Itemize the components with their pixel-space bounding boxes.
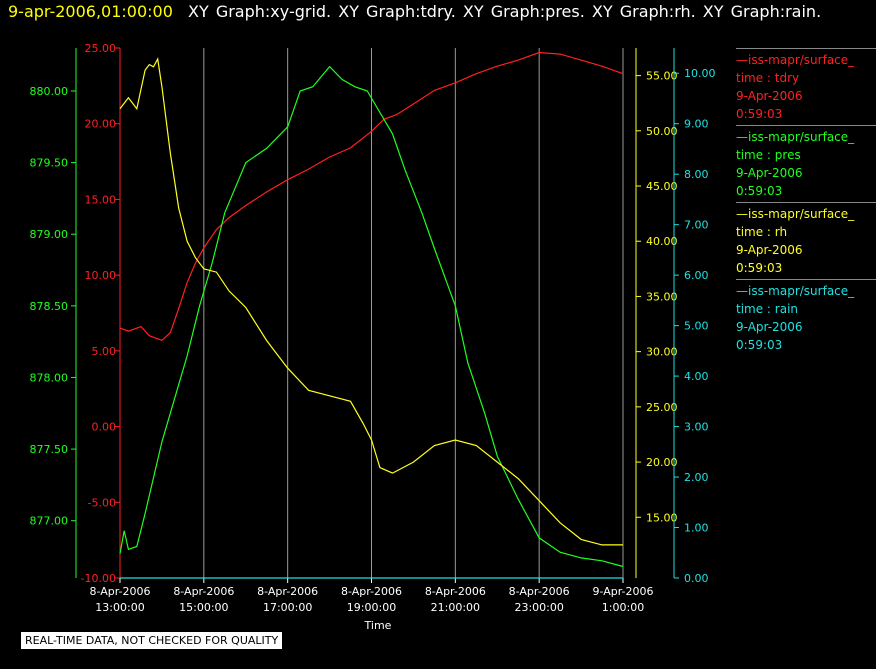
y-tick-label-rain: 7.00 <box>684 219 709 232</box>
y-tick-label-pres: 880.00 <box>30 85 69 98</box>
legend-date: 9-Apr-2006 <box>736 89 803 103</box>
y-tick-label-pres: 879.00 <box>30 228 69 241</box>
y-tick-label-rh: 20.00 <box>646 456 678 469</box>
timestamp-label: 9-apr-2006,01:00:00 <box>8 2 173 21</box>
x-tick-label-time: 17:00:00 <box>263 601 312 614</box>
legend: —iss-mapr/surface_ time : tdry 9-Apr-200… <box>736 48 876 356</box>
graph-titles: XY Graph:xy-grid. XY Graph:tdry. XY Grap… <box>188 2 822 21</box>
y-tick-label-tdry: 25.00 <box>85 42 117 55</box>
quality-disclaimer: REAL-TIME DATA, NOT CHECKED FOR QUALITY <box>20 631 284 650</box>
y-tick-label-rh: 25.00 <box>646 401 678 414</box>
y-tick-label-tdry: 20.00 <box>85 118 117 131</box>
legend-entry-rain[interactable]: —iss-mapr/surface_ time : rain 9-Apr-200… <box>736 279 876 354</box>
legend-variable: time : tdry <box>736 71 800 85</box>
y-tick-label-tdry: -10.00 <box>81 572 116 585</box>
y-tick-label-rain: 6.00 <box>684 269 709 282</box>
legend-time: 0:59:03 <box>736 107 783 121</box>
window-title: 9-apr-2006,01:00:00 XY Graph:xy-grid. XY… <box>8 2 821 21</box>
legend-series-name: —iss-mapr/surface_ <box>736 53 855 67</box>
series-line-tdry <box>119 51 624 341</box>
y-tick-label-rain: 9.00 <box>684 118 709 131</box>
y-tick-label-rain: 1.00 <box>684 522 709 535</box>
x-tick-label-date: 8-Apr-2006 <box>257 585 318 598</box>
y-tick-label-rh: 50.00 <box>646 125 678 138</box>
y-tick-label-pres: 878.00 <box>30 371 69 384</box>
legend-date: 9-Apr-2006 <box>736 166 803 180</box>
y-tick-label-tdry: -5.00 <box>88 496 116 509</box>
x-tick-label-time: 13:00:00 <box>95 601 144 614</box>
x-tick-label-date: 8-Apr-2006 <box>173 585 234 598</box>
legend-time: 0:59:03 <box>736 338 783 352</box>
y-tick-label-pres: 879.50 <box>30 157 69 170</box>
y-tick-label-rain: 10.00 <box>684 67 716 80</box>
x-tick-label-date: 8-Apr-2006 <box>341 585 402 598</box>
x-axis-label: Time <box>364 619 392 632</box>
legend-time: 0:59:03 <box>736 184 783 198</box>
y-tick-label-tdry: 10.00 <box>85 269 117 282</box>
y-tick-label-rain: 5.00 <box>684 320 709 333</box>
legend-variable: time : pres <box>736 148 801 162</box>
legend-entry-pres[interactable]: —iss-mapr/surface_ time : pres 9-Apr-200… <box>736 125 876 200</box>
legend-series-name: —iss-mapr/surface_ <box>736 130 855 144</box>
x-tick-label-date: 8-Apr-2006 <box>425 585 486 598</box>
y-tick-label-rh: 30.00 <box>646 346 678 359</box>
y-tick-label-tdry: 15.00 <box>85 193 117 206</box>
legend-entry-rh[interactable]: —iss-mapr/surface_ time : rh 9-Apr-2006 … <box>736 202 876 277</box>
x-tick-label-time: 19:00:00 <box>347 601 396 614</box>
y-tick-label-rh: 55.00 <box>646 70 678 83</box>
y-tick-label-tdry: 5.00 <box>92 345 117 358</box>
x-tick-label-time: 23:00:00 <box>514 601 563 614</box>
y-tick-label-tdry: 0.00 <box>92 421 117 434</box>
y-tick-label-rain: 4.00 <box>684 370 709 383</box>
y-tick-label-rain: 2.00 <box>684 471 709 484</box>
y-tick-label-rh: 35.00 <box>646 290 678 303</box>
x-tick-label-date: 8-Apr-2006 <box>509 585 570 598</box>
x-tick-label-time: 1:00:00 <box>602 601 644 614</box>
y-tick-label-rain: 3.00 <box>684 421 709 434</box>
x-tick-label-time: 21:00:00 <box>431 601 480 614</box>
legend-date: 9-Apr-2006 <box>736 320 803 334</box>
legend-time: 0:59:03 <box>736 261 783 275</box>
legend-variable: time : rain <box>736 302 799 316</box>
legend-variable: time : rh <box>736 225 788 239</box>
legend-series-name: —iss-mapr/surface_ <box>736 207 855 221</box>
y-tick-label-pres: 878.50 <box>30 300 69 313</box>
y-tick-label-pres: 877.50 <box>30 443 69 456</box>
x-tick-label-date: 9-Apr-2006 <box>592 585 653 598</box>
legend-date: 9-Apr-2006 <box>736 243 803 257</box>
y-tick-label-rh: 45.00 <box>646 180 678 193</box>
x-tick-label-date: 8-Apr-2006 <box>89 585 150 598</box>
series-line-rh <box>119 57 623 546</box>
legend-series-name: —iss-mapr/surface_ <box>736 284 855 298</box>
legend-entry-tdry[interactable]: —iss-mapr/surface_ time : tdry 9-Apr-200… <box>736 48 876 123</box>
series-line-pres <box>119 65 624 568</box>
x-tick-label-time: 15:00:00 <box>179 601 228 614</box>
y-tick-label-rh: 40.00 <box>646 235 678 248</box>
y-tick-label-rain: 0.00 <box>684 572 709 585</box>
y-tick-label-rh: 15.00 <box>646 511 678 524</box>
y-tick-label-pres: 877.00 <box>30 515 69 528</box>
y-tick-label-rain: 8.00 <box>684 168 709 181</box>
